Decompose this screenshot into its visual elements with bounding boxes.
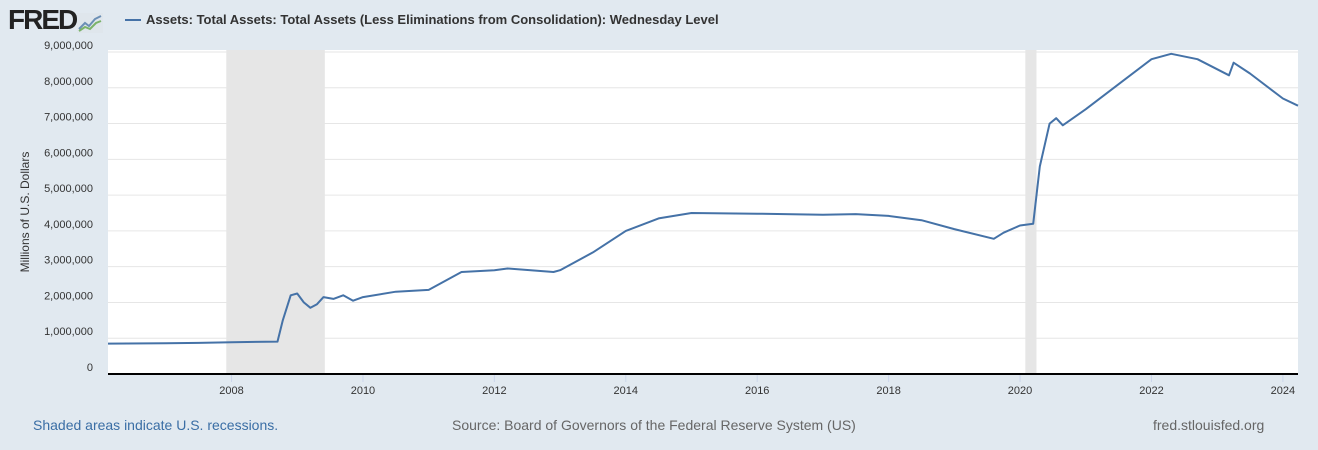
y-tick-label: 8,000,000	[44, 76, 93, 88]
fred-logo[interactable]: FRED	[8, 6, 104, 34]
y-tick-label: 2,000,000	[44, 290, 93, 302]
source-text: Source: Board of Governors of the Federa…	[452, 417, 856, 433]
x-tick-label: 2020	[1008, 385, 1032, 397]
x-tick-label: 2008	[219, 385, 243, 397]
legend-line-icon	[125, 18, 141, 21]
y-tick-label: 6,000,000	[44, 147, 93, 159]
logo-text: FRED	[8, 4, 78, 35]
series-line	[107, 52, 1299, 345]
y-tick-label: 5,000,000	[44, 183, 93, 195]
y-tick-label: 4,000,000	[44, 219, 93, 231]
chart-title: Assets: Total Assets: Total Assets (Less…	[146, 12, 719, 27]
chart-plot: 0 1,000,000 2,000,000 3,000,000 4,000,000 5,0…	[44, 40, 1299, 397]
x-tick-label: 2024	[1271, 385, 1295, 397]
y-tick-label: 9,000,000	[44, 40, 93, 52]
x-tick-label: 2014	[614, 385, 638, 397]
recession-band	[1025, 50, 1037, 374]
y-tick-label: 1,000,000	[44, 326, 93, 338]
y-tick-label: 3,000,000	[44, 255, 93, 267]
site-link[interactable]: fred.stlouisfed.org	[1153, 417, 1265, 433]
chart-legend: Assets: Total Assets: Total Assets (Less…	[125, 12, 719, 27]
x-tick-label: 2016	[745, 385, 769, 397]
x-tick-label: 2010	[351, 385, 375, 397]
chart-logo-icon	[77, 13, 104, 33]
y-tick-label: 7,000,000	[44, 112, 93, 124]
x-tick-label: 2022	[1139, 385, 1163, 397]
x-tick-label: 2018	[876, 385, 900, 397]
recession-note[interactable]: Shaded areas indicate U.S. recessions.	[33, 417, 279, 433]
x-tick-label: 2012	[482, 385, 506, 397]
y-tick-label: 0	[87, 362, 93, 374]
recession-band	[226, 50, 325, 374]
